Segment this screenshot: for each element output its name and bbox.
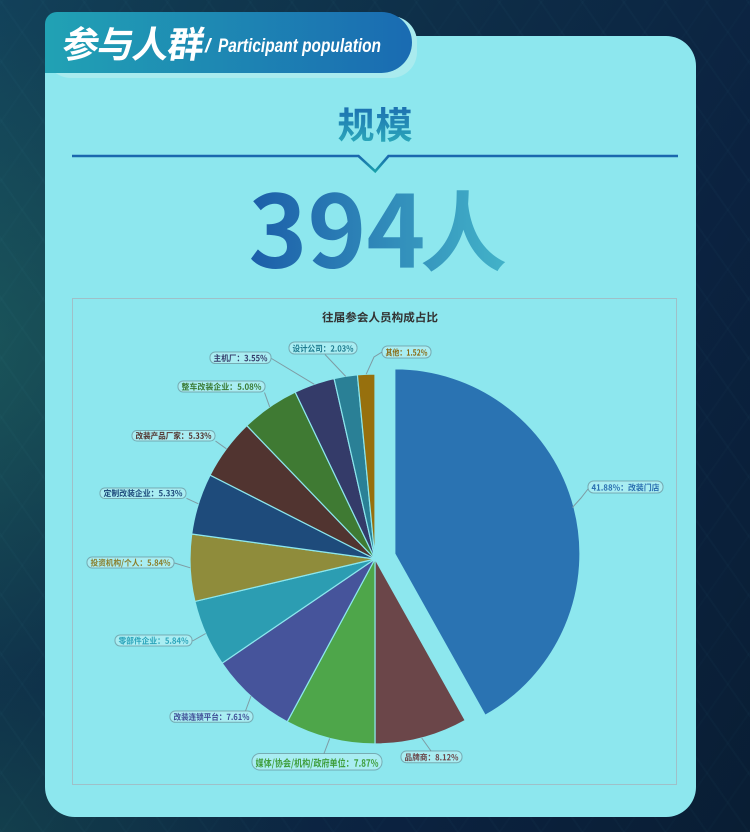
svg-text:/: /	[204, 35, 213, 57]
svg-text:Participant population: Participant population	[218, 35, 381, 57]
